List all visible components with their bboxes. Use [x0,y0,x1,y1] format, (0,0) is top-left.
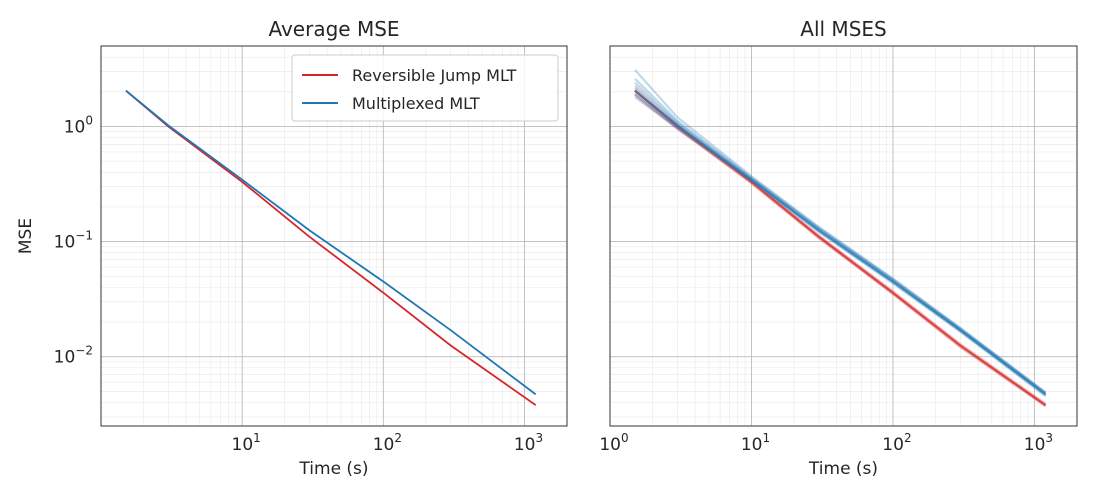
x-tick-label: 100 [599,431,628,455]
x-tick-label: 103 [514,431,543,455]
series-layer [125,89,537,406]
tick-labels: 100 101 102 103 [599,431,1053,455]
major-grid [609,46,1077,426]
axes-frame [100,45,568,427]
series-line-multiplexed-run [634,69,1047,394]
y-tick-label: 100 [64,113,93,137]
chart-title: Average MSE [268,17,399,41]
series-line-reversible-jump-run [634,94,1047,407]
x-tick-label: 103 [1024,431,1053,455]
series-line-multiplexed-run [634,77,1047,394]
y-axis-label: MSE [16,218,36,254]
series-line-multiplexed-run [634,89,1047,396]
legend-box [291,54,559,122]
series-line-reversible-jump-run [634,92,1047,408]
x-tick-label: 101 [741,431,770,455]
x-tick-label: 102 [882,431,911,455]
series-line-multiplexed-run [634,96,1047,397]
legend: Reversible Jump MLT Multiplexed MLT [291,54,559,122]
series-line-multiplexed-run [634,93,1047,397]
x-axis-label: Time (s) [808,459,878,479]
x-axis-label: Time (s) [298,459,368,479]
axes-frame [609,45,1078,427]
legend-label: Multiplexed MLT [352,94,480,113]
y-tick-label: 10−1 [54,229,93,253]
all-mses-panel: 100 101 102 103 All MSES Time (s) [599,17,1078,479]
minor-grid [610,45,1078,426]
tick-labels: 101 102 103 10−2 10−1 100 [54,113,543,455]
y-tick-label: 10−2 [54,344,93,368]
legend-label: Reversible Jump MLT [352,66,517,85]
series-line-multiplexed-mlt [125,89,537,396]
x-tick-label: 101 [232,431,261,455]
series-layer [634,69,1047,408]
x-tick-label: 102 [373,431,402,455]
chart-title: All MSES [800,17,886,41]
series-line-multiplexed-run [634,85,1047,395]
series-line-multiplexed-run [634,81,1047,395]
average-mse-panel: 101 102 103 10−2 10−1 100 Average MSE Time (s… [16,17,568,479]
